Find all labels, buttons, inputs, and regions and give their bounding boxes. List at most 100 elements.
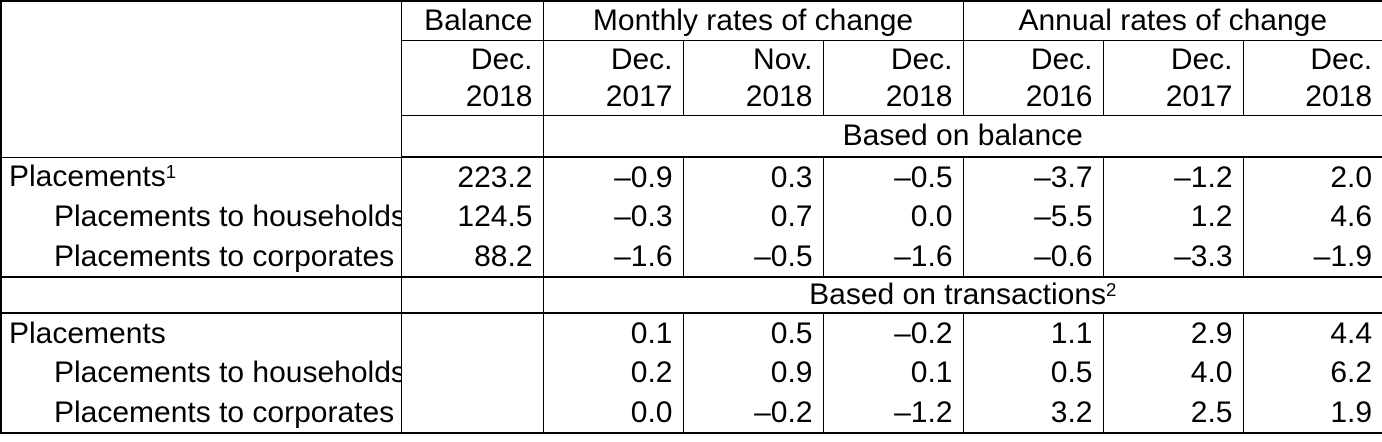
- period-year: 2018: [465, 79, 533, 113]
- row-label-text: Placements to corporates: [54, 239, 395, 273]
- value-cell: –0.5: [683, 237, 824, 278]
- value-cell: –0.2: [683, 393, 824, 433]
- period-year: 2016: [1025, 79, 1093, 113]
- value-cell: –3.7: [963, 157, 1104, 197]
- balance-value-cell: 88.2: [401, 237, 544, 278]
- annual-period-header-3: Dec. 2018: [1243, 40, 1382, 116]
- monthly-period-header-1: Dec. 2017: [543, 40, 684, 116]
- balance-value-cell: 223.2: [401, 157, 544, 197]
- balance-value-cell: [401, 353, 544, 393]
- value-cell: –1.9: [1243, 237, 1382, 278]
- table-row: Placements to households 0.2 0.9 0.1 0.5…: [1, 353, 1382, 393]
- value-cell: 0.0: [543, 393, 684, 433]
- monthly-period-header-3: Dec. 2018: [823, 40, 964, 116]
- period-month: Nov.: [753, 42, 813, 76]
- period-year: 2018: [885, 79, 953, 113]
- period-month: Dec.: [1030, 42, 1093, 76]
- table-row: Placements 0.1 0.5 –0.2 1.1 2.9 4.4: [1, 313, 1382, 353]
- empty-label-cell: [1, 277, 402, 314]
- footnote-marker: 1: [165, 160, 177, 182]
- period-year: 2018: [745, 79, 813, 113]
- value-cell: –0.5: [823, 157, 964, 197]
- balance-value-cell: 124.5: [401, 197, 544, 237]
- value-cell: 0.3: [683, 157, 824, 197]
- row-label-placements: Placements: [1, 313, 402, 353]
- value-cell: 1.1: [963, 313, 1104, 353]
- balance-period-header: Dec. 2018: [401, 40, 544, 116]
- value-cell: 0.0: [823, 197, 964, 237]
- value-cell: –0.9: [543, 157, 684, 197]
- value-cell: 0.9: [683, 353, 824, 393]
- period-year: 2017: [605, 79, 673, 113]
- annual-period-header-1: Dec. 2016: [963, 40, 1104, 116]
- row-label-text: Placements: [9, 316, 166, 350]
- balance-column-header: Balance: [401, 1, 544, 41]
- row-label-text: Placements to households: [54, 356, 401, 389]
- monthly-period-header-2: Nov. 2018: [683, 40, 824, 116]
- value-cell: 4.4: [1330, 316, 1373, 350]
- value-cell: –0.3: [543, 197, 684, 237]
- band-footnote-marker: 2: [1106, 278, 1117, 300]
- value-cell: 1.9: [1330, 395, 1373, 429]
- table-row: Placements1 223.2 –0.9 0.3 –0.5 –3.7 –1.…: [1, 157, 1382, 197]
- band-text: Based on transactions: [809, 278, 1107, 311]
- annual-period-header-2: Dec. 2017: [1103, 40, 1244, 116]
- header-group-row: Balance Monthly rates of change Annual r…: [1, 1, 1382, 158]
- value-cell: 1.2: [1103, 197, 1244, 237]
- value-cell: 4.0: [1103, 353, 1244, 393]
- table-row: Placements to corporates 88.2 –1.6 –0.5 …: [1, 237, 1382, 278]
- row-label-text: Placements to corporates: [54, 395, 395, 429]
- period-month: Dec.: [610, 42, 673, 76]
- value-cell: –0.2: [823, 313, 964, 353]
- band-row-transactions: Based on transactions2: [1, 277, 1382, 314]
- value-cell: 0.5: [683, 313, 824, 353]
- empty-balance-cell: [401, 277, 544, 314]
- value-cell: –1.6: [823, 237, 964, 278]
- balance-value-cell: [401, 313, 544, 353]
- period-year: 2018: [1305, 79, 1373, 113]
- period-month: Dec.: [1170, 42, 1233, 76]
- value-cell: –1.2: [1103, 157, 1244, 197]
- balance-value-cell: [401, 393, 544, 433]
- value-cell: 0.2: [543, 353, 684, 393]
- corner-empty-cell: [1, 1, 402, 158]
- row-label-placements-households: Placements to households: [1, 353, 402, 393]
- value-cell: 6.2: [1330, 356, 1373, 389]
- period-month: Dec.: [470, 42, 533, 76]
- value-cell: –0.6: [963, 237, 1104, 278]
- row-label-text: Placements to households: [54, 200, 401, 233]
- row-label-placements-corporates: Placements to corporates: [1, 393, 402, 433]
- band-row-balance: Based on balance: [1, 115, 1382, 158]
- table-row: Placements to corporates 0.0 –0.2 –1.2 3…: [1, 393, 1382, 433]
- value-cell: –3.3: [1103, 237, 1244, 278]
- empty-balance-cell: [401, 115, 544, 158]
- band-label-balance: Based on balance: [543, 115, 1382, 158]
- value-cell: 0.1: [543, 313, 684, 353]
- table-row: Placements to households 124.5 –0.3 0.7 …: [1, 197, 1382, 237]
- row-label-text: Placements: [9, 160, 166, 194]
- band-label-transactions: Based on transactions2: [543, 277, 1382, 314]
- value-cell: 2.5: [1103, 393, 1244, 433]
- row-label-placements-households: Placements to households: [1, 197, 402, 237]
- period-month: Dec.: [1310, 42, 1373, 76]
- header-period-row: Dec. 2018 Dec. 2017 Nov. 2018 Dec. 2018 …: [1, 40, 1382, 116]
- value-cell: –5.5: [963, 197, 1104, 237]
- value-cell: 3.2: [963, 393, 1104, 433]
- row-label-placements-corporates: Placements to corporates: [1, 237, 402, 278]
- value-cell: 0.7: [683, 197, 824, 237]
- row-label-placements: Placements1: [1, 157, 402, 197]
- value-cell: 0.1: [823, 353, 964, 393]
- band-text: Based on balance: [842, 118, 1083, 152]
- value-cell: 4.6: [1330, 200, 1373, 233]
- period-month: Dec.: [890, 42, 953, 76]
- value-cell: –1.2: [823, 393, 964, 433]
- value-cell: 0.5: [963, 353, 1104, 393]
- annual-rates-group-header: Annual rates of change: [963, 1, 1382, 41]
- monthly-rates-group-header: Monthly rates of change: [543, 1, 964, 41]
- period-year: 2017: [1165, 79, 1233, 113]
- value-cell: 2.9: [1103, 313, 1244, 353]
- value-cell: –1.6: [543, 237, 684, 278]
- value-cell: 2.0: [1330, 160, 1373, 194]
